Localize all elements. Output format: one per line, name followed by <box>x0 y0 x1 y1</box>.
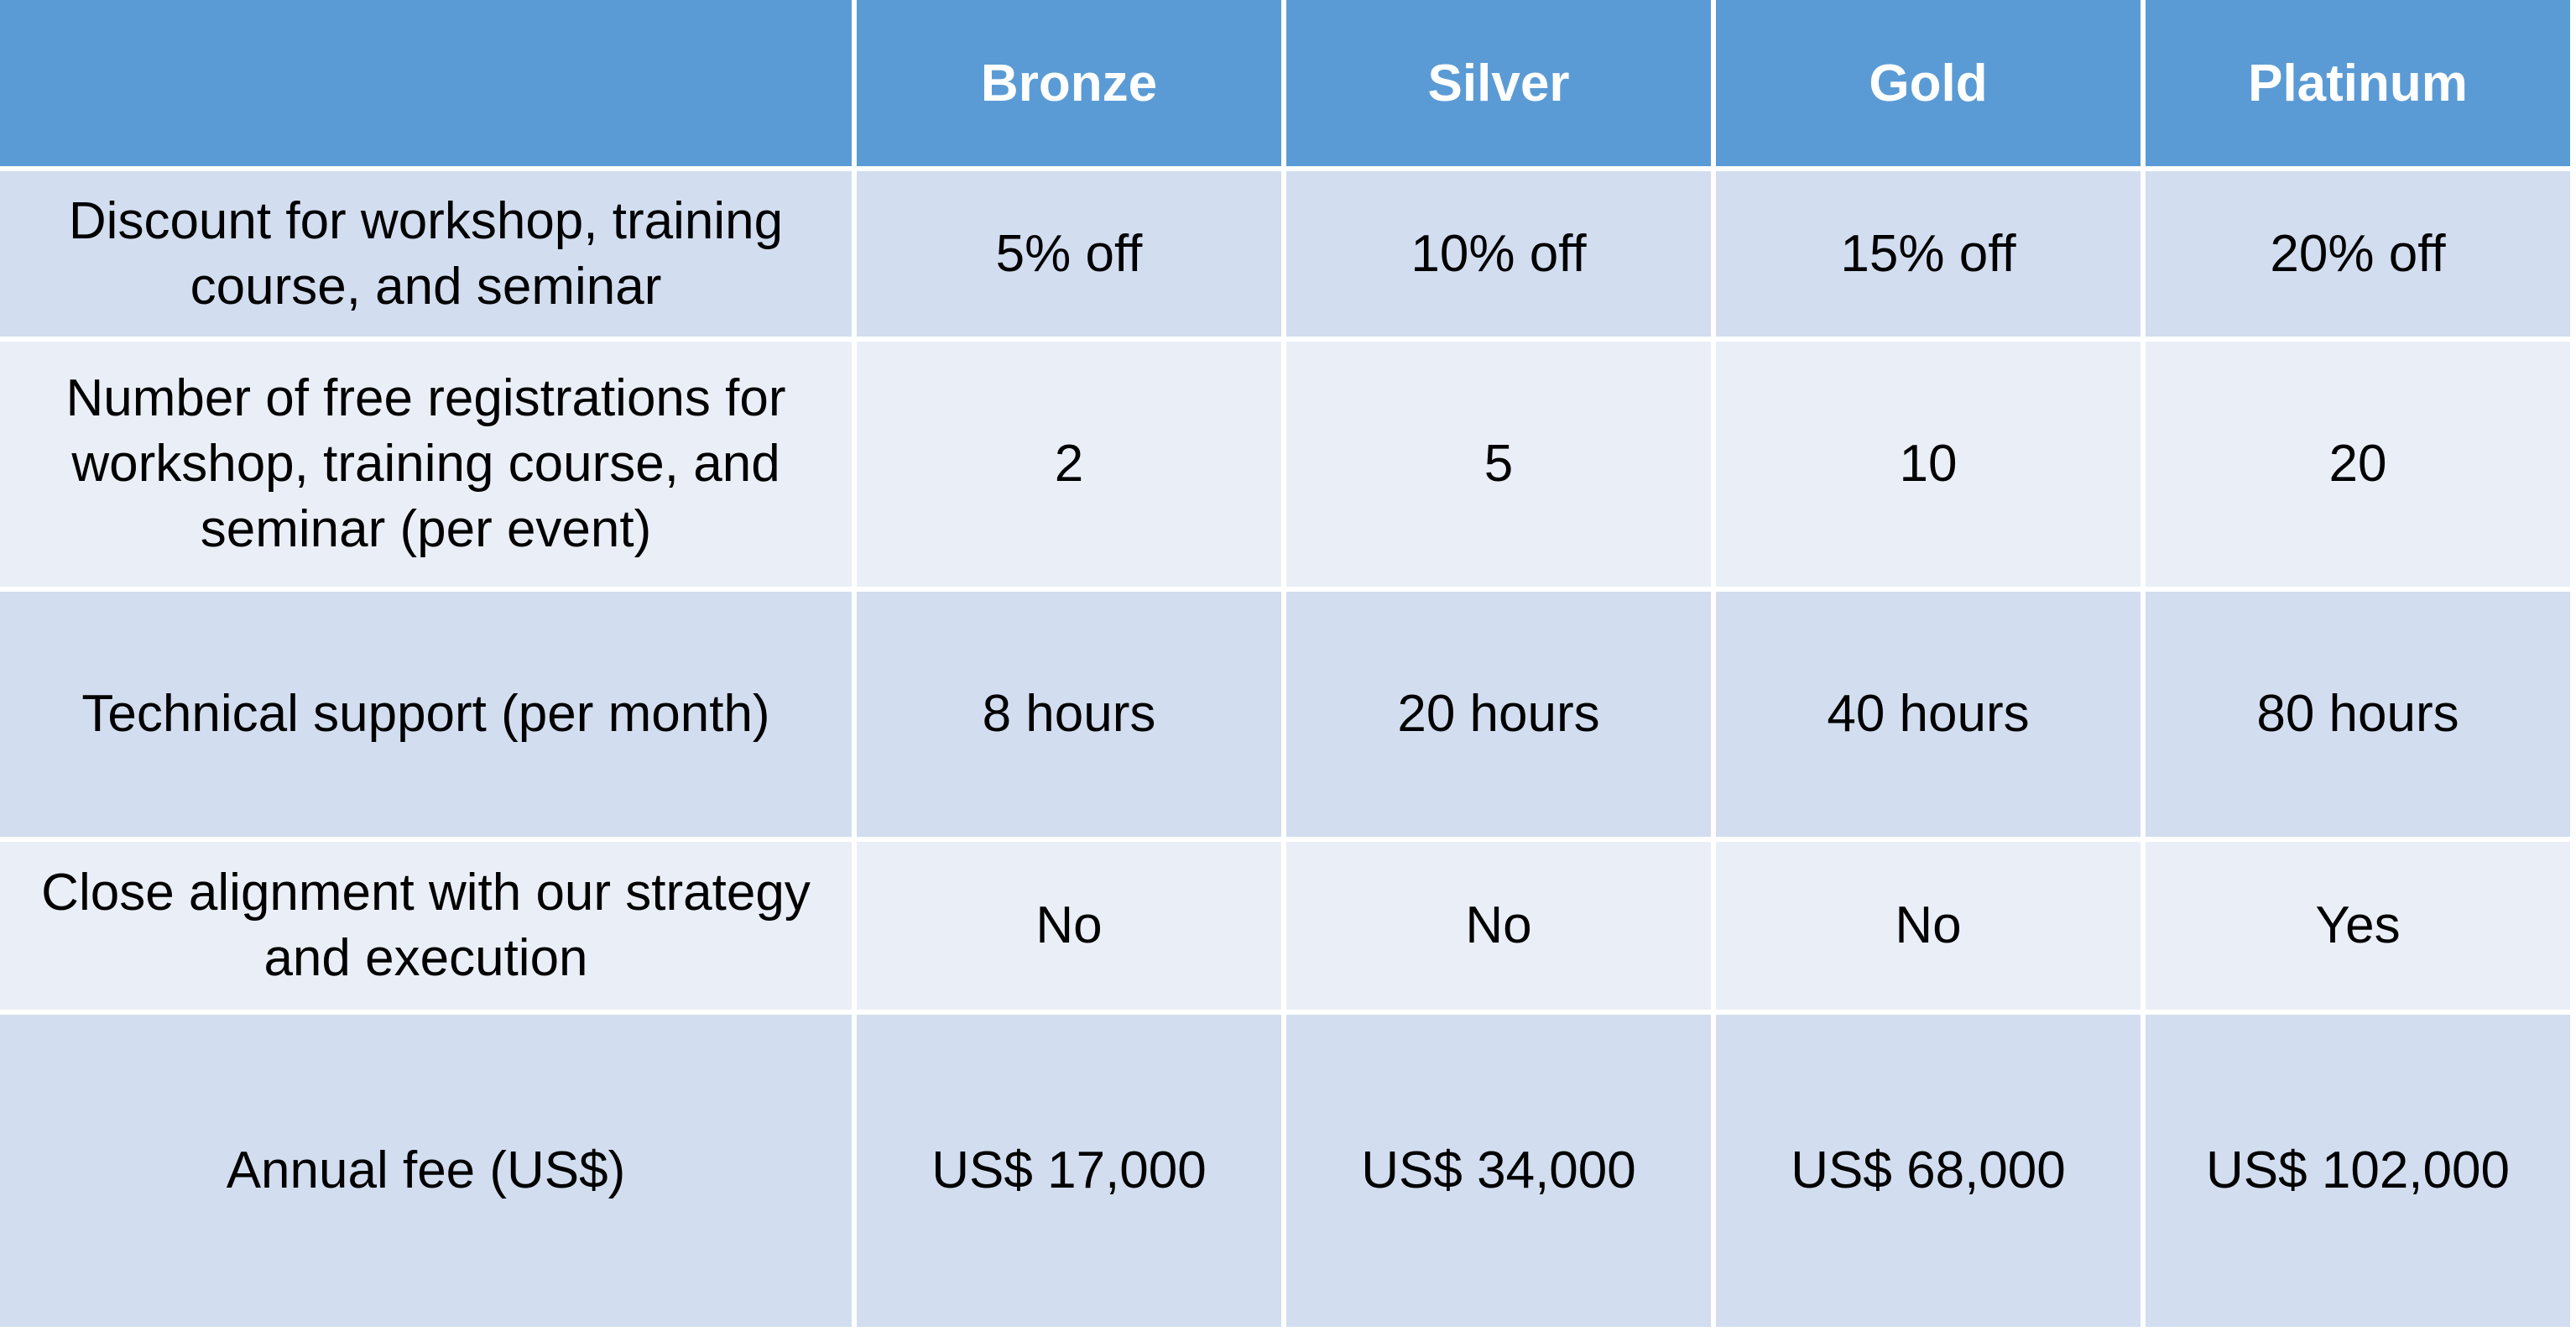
table-row-strategy-alignment: Close alignment with our strategy and ex… <box>0 842 2570 1010</box>
cell-gold: 40 hours <box>1716 592 2141 838</box>
row-label: Annual fee (US$) <box>0 1014 852 1327</box>
header-cell-gold: Gold <box>1716 0 2141 166</box>
header-cell-empty <box>0 0 852 166</box>
table-row-technical-support: Technical support (per month) 8 hours 20… <box>0 592 2570 838</box>
cell-bronze: 5% off <box>857 171 1281 337</box>
table-row-annual-fee: Annual fee (US$) US$ 17,000 US$ 34,000 U… <box>0 1014 2570 1327</box>
cell-silver: 5 <box>1286 342 1711 588</box>
cell-bronze: No <box>857 842 1281 1010</box>
cell-platinum: Yes <box>2146 842 2570 1010</box>
cell-gold: No <box>1716 842 2141 1010</box>
table-row-free-registrations: Number of free registrations for worksho… <box>0 342 2570 588</box>
cell-bronze: US$ 17,000 <box>857 1014 1281 1327</box>
cell-gold: 10 <box>1716 342 2141 588</box>
header-cell-platinum: Platinum <box>2146 0 2570 166</box>
cell-platinum: US$ 102,000 <box>2146 1014 2570 1327</box>
cell-platinum: 80 hours <box>2146 592 2570 838</box>
cell-silver: 20 hours <box>1286 592 1711 838</box>
table-row-discount: Discount for workshop, training course, … <box>0 171 2570 337</box>
cell-bronze: 2 <box>857 342 1281 588</box>
header-cell-bronze: Bronze <box>857 0 1281 166</box>
cell-gold: 15% off <box>1716 171 2141 337</box>
cell-platinum: 20 <box>2146 342 2570 588</box>
cell-silver: US$ 34,000 <box>1286 1014 1711 1327</box>
row-label: Number of free registrations for worksho… <box>0 342 852 588</box>
row-label: Discount for workshop, training course, … <box>0 171 852 337</box>
row-label: Technical support (per month) <box>0 592 852 838</box>
cell-silver: 10% off <box>1286 171 1711 337</box>
cell-silver: No <box>1286 842 1711 1010</box>
header-row: Bronze Silver Gold Platinum <box>0 0 2570 166</box>
cell-gold: US$ 68,000 <box>1716 1014 2141 1327</box>
row-label: Close alignment with our strategy and ex… <box>0 842 852 1010</box>
cell-platinum: 20% off <box>2146 171 2570 337</box>
header-cell-silver: Silver <box>1286 0 1711 166</box>
cell-bronze: 8 hours <box>857 592 1281 838</box>
